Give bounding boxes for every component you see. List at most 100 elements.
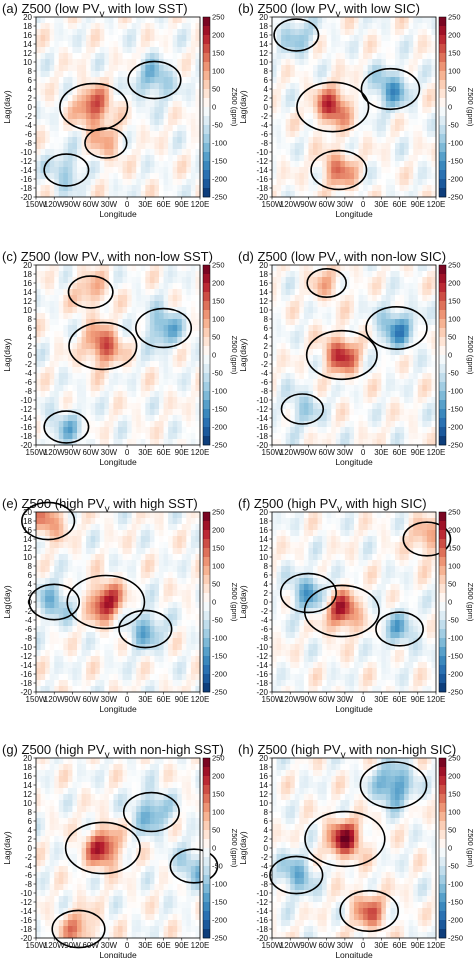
heatmap-cell bbox=[118, 65, 123, 72]
y-tick-label: 20 bbox=[259, 13, 268, 22]
heatmap-cell bbox=[81, 421, 87, 428]
heatmap-cell bbox=[172, 361, 178, 368]
heatmap-cell bbox=[390, 385, 396, 392]
heatmap-cell bbox=[404, 439, 410, 446]
heatmap-cell bbox=[431, 143, 437, 150]
heatmap-cell bbox=[67, 548, 73, 555]
heatmap-cell bbox=[399, 101, 405, 108]
heatmap-cell bbox=[63, 35, 69, 42]
heatmap-cell bbox=[99, 367, 105, 374]
heatmap-cell bbox=[118, 361, 123, 368]
heatmap-cell bbox=[313, 29, 318, 36]
heatmap-cell bbox=[77, 107, 82, 114]
heatmap-cell bbox=[190, 125, 196, 132]
heatmap-cell bbox=[136, 161, 142, 168]
heatmap-cell bbox=[317, 77, 323, 84]
heatmap-cell bbox=[276, 271, 282, 278]
heatmap-cell bbox=[58, 167, 64, 174]
heatmap-cell bbox=[154, 319, 160, 326]
heatmap-cell bbox=[122, 283, 128, 290]
heatmap-cell bbox=[404, 325, 410, 332]
heatmap-cell bbox=[177, 349, 183, 356]
heatmap-cell bbox=[303, 331, 309, 338]
heatmap-cell bbox=[45, 137, 51, 144]
heatmap-cell bbox=[113, 530, 119, 537]
heatmap-cell bbox=[172, 397, 178, 404]
heatmap-cell bbox=[299, 337, 305, 344]
heatmap-cell bbox=[303, 113, 309, 120]
heatmap-cell bbox=[95, 361, 101, 368]
heatmap-cell bbox=[177, 35, 183, 42]
heatmap-cell bbox=[99, 427, 105, 434]
heatmap-cell bbox=[140, 101, 146, 108]
heatmap-cell bbox=[63, 23, 69, 30]
heatmap-cell bbox=[340, 319, 346, 326]
heatmap-cell bbox=[408, 427, 414, 434]
colorbar-segment bbox=[203, 319, 210, 329]
heatmap-cell bbox=[122, 185, 128, 192]
heatmap-cell bbox=[276, 397, 282, 404]
heatmap-cell bbox=[381, 427, 387, 434]
heatmap-cell bbox=[49, 83, 55, 90]
heatmap-cell bbox=[276, 161, 282, 168]
heatmap-cell bbox=[404, 415, 410, 422]
heatmap-cell bbox=[40, 433, 46, 440]
heatmap-cell bbox=[181, 313, 187, 320]
heatmap-cell bbox=[81, 191, 87, 198]
heatmap-cell bbox=[372, 17, 378, 24]
heatmap-cell bbox=[313, 47, 318, 54]
heatmap-cell bbox=[326, 397, 332, 404]
heatmap-cell bbox=[77, 391, 82, 398]
heatmap-cell bbox=[290, 325, 296, 332]
heatmap-cell bbox=[276, 191, 282, 198]
heatmap-cell bbox=[136, 143, 142, 150]
heatmap-cell bbox=[349, 191, 355, 198]
y-tick-label: -12 bbox=[256, 405, 268, 414]
heatmap-cell bbox=[358, 355, 364, 362]
heatmap-cell bbox=[127, 548, 133, 555]
heatmap-cell bbox=[417, 391, 423, 398]
heatmap-cell bbox=[163, 301, 169, 308]
heatmap-cell bbox=[349, 113, 355, 120]
heatmap-cell bbox=[308, 385, 314, 392]
heatmap-cell bbox=[127, 23, 133, 30]
heatmap-cell bbox=[154, 143, 160, 150]
heatmap-cell bbox=[344, 119, 350, 126]
heatmap-cell bbox=[195, 137, 201, 144]
heatmap-cell bbox=[159, 313, 164, 320]
heatmap-cell bbox=[426, 119, 432, 126]
heatmap-cell bbox=[431, 349, 437, 356]
heatmap-cell bbox=[335, 277, 341, 284]
heatmap-cell bbox=[431, 325, 437, 332]
heatmap-cell bbox=[58, 337, 64, 344]
heatmap-cell bbox=[168, 367, 174, 374]
heatmap-cell bbox=[276, 283, 282, 290]
heatmap-cell bbox=[190, 149, 196, 156]
heatmap-cell bbox=[177, 403, 183, 410]
heatmap-cell bbox=[195, 349, 201, 356]
colorbar-segment bbox=[439, 418, 446, 428]
heatmap-cell bbox=[385, 77, 391, 84]
heatmap-cell bbox=[163, 143, 169, 150]
heatmap-cell bbox=[136, 191, 142, 198]
heatmap-cell bbox=[118, 29, 123, 36]
heatmap-cell bbox=[408, 385, 414, 392]
heatmap-cell bbox=[294, 143, 300, 150]
heatmap-cell bbox=[276, 337, 282, 344]
heatmap-cell bbox=[86, 191, 92, 198]
heatmap-cell bbox=[376, 283, 382, 290]
heatmap-cell bbox=[294, 337, 300, 344]
heatmap-cell bbox=[168, 307, 174, 314]
heatmap-cell bbox=[395, 289, 400, 296]
heatmap-cell bbox=[385, 319, 391, 326]
heatmap-cell bbox=[285, 155, 291, 162]
heatmap-cell bbox=[195, 23, 201, 30]
heatmap-cell bbox=[417, 325, 423, 332]
colorbar-segment bbox=[439, 346, 446, 356]
heatmap-cell bbox=[426, 433, 432, 440]
heatmap-cell bbox=[54, 415, 60, 422]
heatmap-cell bbox=[399, 29, 405, 36]
heatmap-cell bbox=[95, 77, 101, 84]
heatmap-cell bbox=[326, 391, 332, 398]
heatmap-cell bbox=[385, 313, 391, 320]
